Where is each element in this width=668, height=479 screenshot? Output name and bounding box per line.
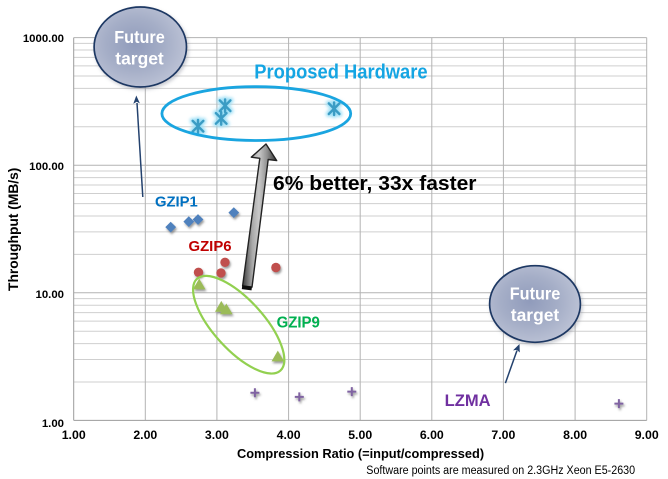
svg-text:1000.00: 1000.00 (23, 33, 64, 45)
svg-text:9.00: 9.00 (635, 428, 659, 442)
svg-text:Software points are measured: Software points are measured on 2.3GHz X… (366, 465, 635, 477)
svg-text:GZIP6: GZIP6 (189, 239, 232, 255)
svg-text:1.00: 1.00 (62, 428, 86, 442)
svg-text:4.00: 4.00 (277, 428, 301, 442)
svg-text:5.00: 5.00 (348, 428, 372, 442)
svg-text:2.00: 2.00 (133, 428, 157, 442)
svg-text:Proposed Hardware: Proposed Hardware (254, 61, 427, 83)
svg-text:1.00: 1.00 (42, 418, 64, 430)
svg-text:Compression Ratio (=input/com: Compression Ratio (=input/compressed) (237, 446, 484, 461)
svg-text:GZIP9: GZIP9 (277, 315, 320, 332)
svg-text:10.00: 10.00 (35, 289, 64, 301)
svg-text:Throughput (MB/s): Throughput (MB/s) (6, 168, 21, 291)
svg-text:GZIP1: GZIP1 (155, 195, 198, 211)
svg-text:3.00: 3.00 (205, 428, 229, 442)
svg-text:target: target (511, 305, 560, 325)
svg-text:LZMA: LZMA (445, 391, 491, 410)
svg-text:Future: Future (510, 284, 561, 304)
svg-text:Future: Future (114, 27, 165, 47)
svg-text:7.00: 7.00 (491, 428, 515, 442)
svg-text:100.00: 100.00 (29, 161, 64, 173)
svg-text:6.00: 6.00 (420, 428, 444, 442)
svg-text:target: target (115, 48, 164, 68)
svg-text:8.00: 8.00 (563, 428, 587, 442)
svg-text:6% better, 33x faster: 6% better, 33x faster (273, 172, 477, 195)
